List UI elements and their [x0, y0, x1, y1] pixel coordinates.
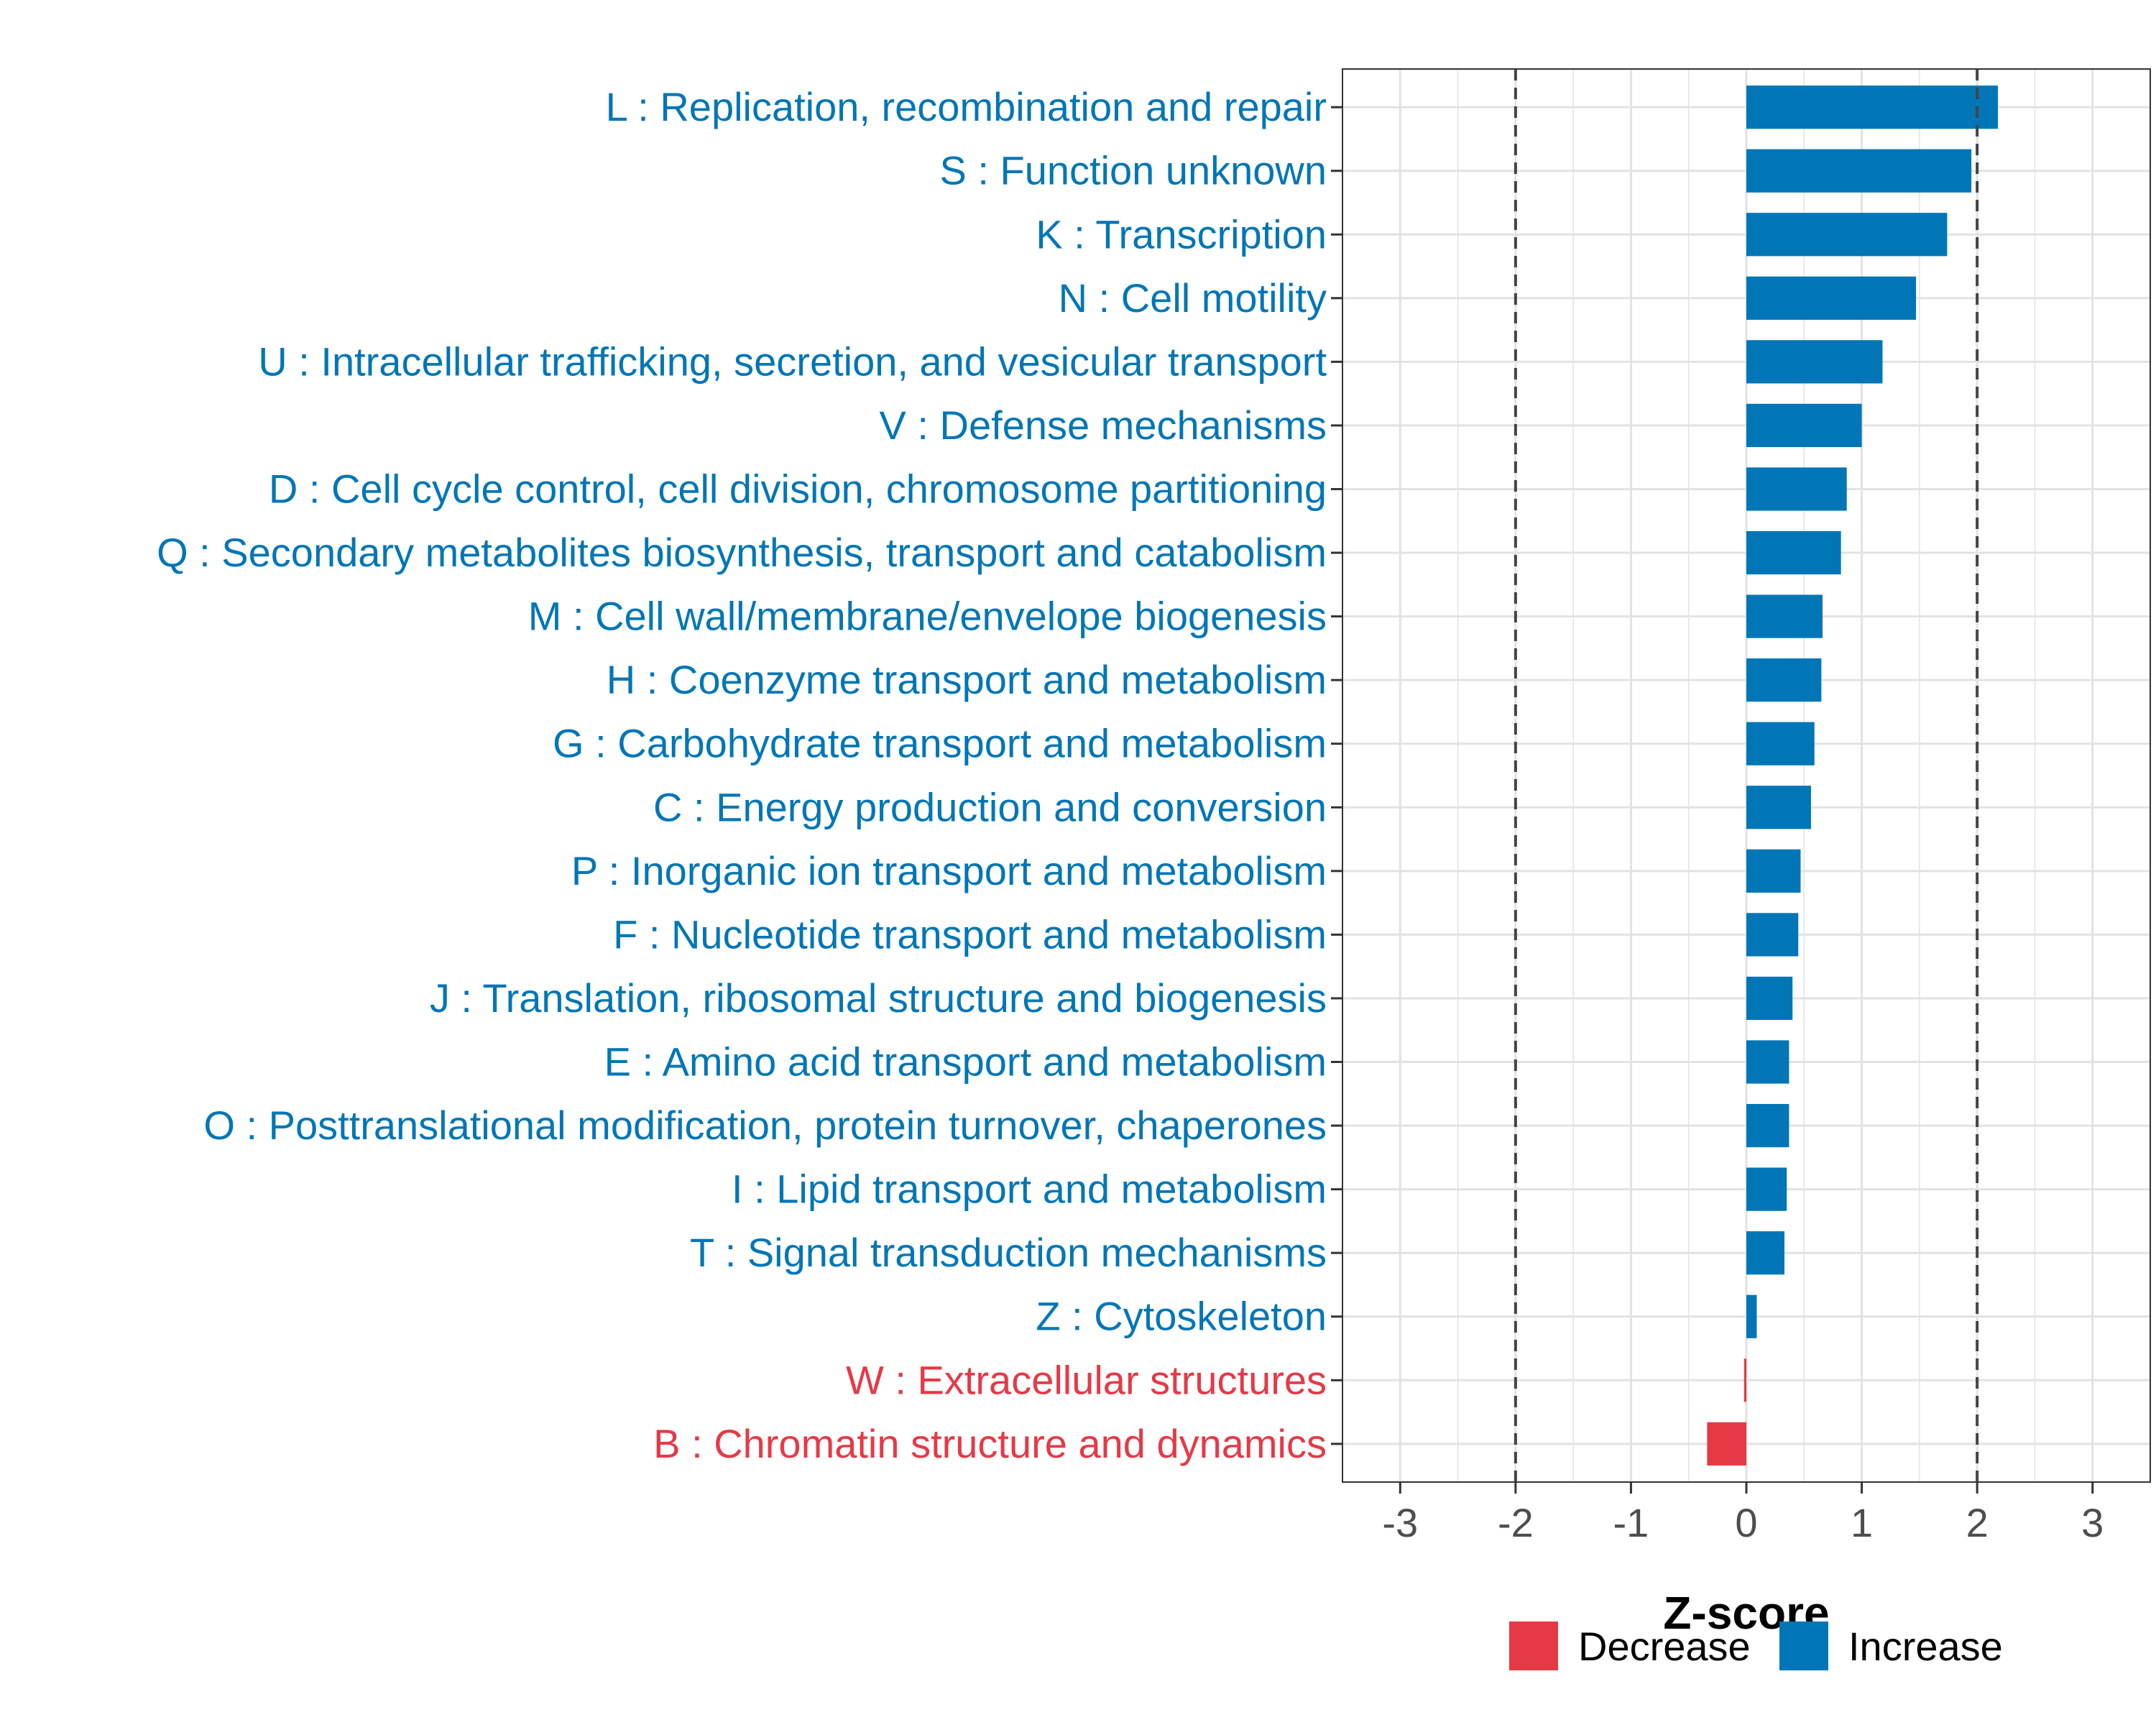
legend: Decrease Increase [1509, 1622, 2003, 1670]
x-tick-label: -3 [1382, 1500, 1418, 1545]
bars [1707, 86, 1999, 1466]
y-tick-label: W : Extracellular structures [846, 1357, 1327, 1402]
x-tick-label: 0 [1735, 1500, 1757, 1545]
legend-label: Increase [1848, 1624, 2003, 1669]
bar [1746, 1040, 1789, 1084]
reference-lines [1514, 69, 1979, 1482]
bar [1746, 1103, 1789, 1148]
bar [1746, 467, 1847, 511]
y-tick-label: E : Amino acid transport and metabolism [604, 1039, 1327, 1085]
bar [1746, 658, 1822, 702]
y-tick-label: J : Translation, ribosomal structure and… [430, 975, 1327, 1021]
bar [1746, 976, 1793, 1021]
bar [1746, 722, 1815, 765]
bar [1707, 1422, 1746, 1466]
y-tick-label: D : Cell cycle control, cell division, c… [269, 466, 1327, 511]
y-tick-label: N : Cell motility [1059, 275, 1327, 321]
x-tick-label: 1 [1851, 1500, 1873, 1545]
x-tick-label: 2 [1966, 1500, 1989, 1545]
y-tick-label: G : Carbohydrate transport and metabolis… [553, 721, 1327, 766]
y-tick-label: K : Transcription [1036, 211, 1327, 257]
bar [1746, 86, 1999, 129]
bar [1746, 1231, 1784, 1275]
y-tick-label: L : Replication, recombination and repai… [606, 84, 1327, 129]
y-tick-label: Z : Cytoskeleton [1036, 1294, 1327, 1339]
bar [1746, 786, 1811, 829]
y-tick-label: T : Signal transduction mechanisms [690, 1230, 1327, 1275]
bar [1746, 594, 1823, 638]
x-axis-ticks: -3 -2 -1 0 1 2 3 [1382, 1482, 2104, 1545]
legend-swatch [1509, 1622, 1558, 1670]
y-tick-label: H : Coenzyme transport and metabolism [607, 657, 1327, 702]
bar [1746, 530, 1841, 575]
bar [1746, 403, 1862, 448]
y-tick-label: B : Chromatin structure and dynamics [653, 1421, 1327, 1466]
y-tick-label: I : Lipid transport and metabolism [732, 1167, 1327, 1212]
y-tick-label: M : Cell wall/membrane/envelope biogenes… [528, 594, 1327, 639]
y-tick-label: U : Intracellular trafficking, secretion… [258, 339, 1327, 384]
y-tick-label: Q : Secondary metabolites biosynthesis, … [157, 530, 1327, 575]
legend-label: Decrease [1578, 1624, 1751, 1669]
bar [1746, 213, 1948, 257]
bar [1743, 1358, 1746, 1402]
y-tick-label: P : Inorganic ion transport and metaboli… [571, 848, 1327, 893]
y-tick-label: S : Function unknown [939, 148, 1327, 193]
bar [1746, 276, 1917, 320]
bar [1746, 149, 1972, 193]
y-tick-label: C : Energy production and conversion [653, 784, 1327, 829]
bar [1746, 1294, 1757, 1338]
legend-swatch [1779, 1622, 1828, 1670]
y-tick-label: F : Nucleotide transport and metabolism [613, 911, 1327, 957]
bar [1746, 913, 1799, 957]
y-tick-label: O : Posttranslational modification, prot… [203, 1103, 1327, 1148]
y-axis-ticks: L : Replication, recombination and repai… [157, 84, 1342, 1466]
bar [1746, 1167, 1787, 1211]
bar [1746, 849, 1801, 893]
bar [1746, 340, 1883, 384]
y-tick-label: V : Defense mechanisms [880, 402, 1327, 448]
x-tick-label: -2 [1498, 1500, 1534, 1545]
x-tick-label: -1 [1613, 1500, 1649, 1545]
x-tick-label: 3 [2081, 1500, 2104, 1545]
